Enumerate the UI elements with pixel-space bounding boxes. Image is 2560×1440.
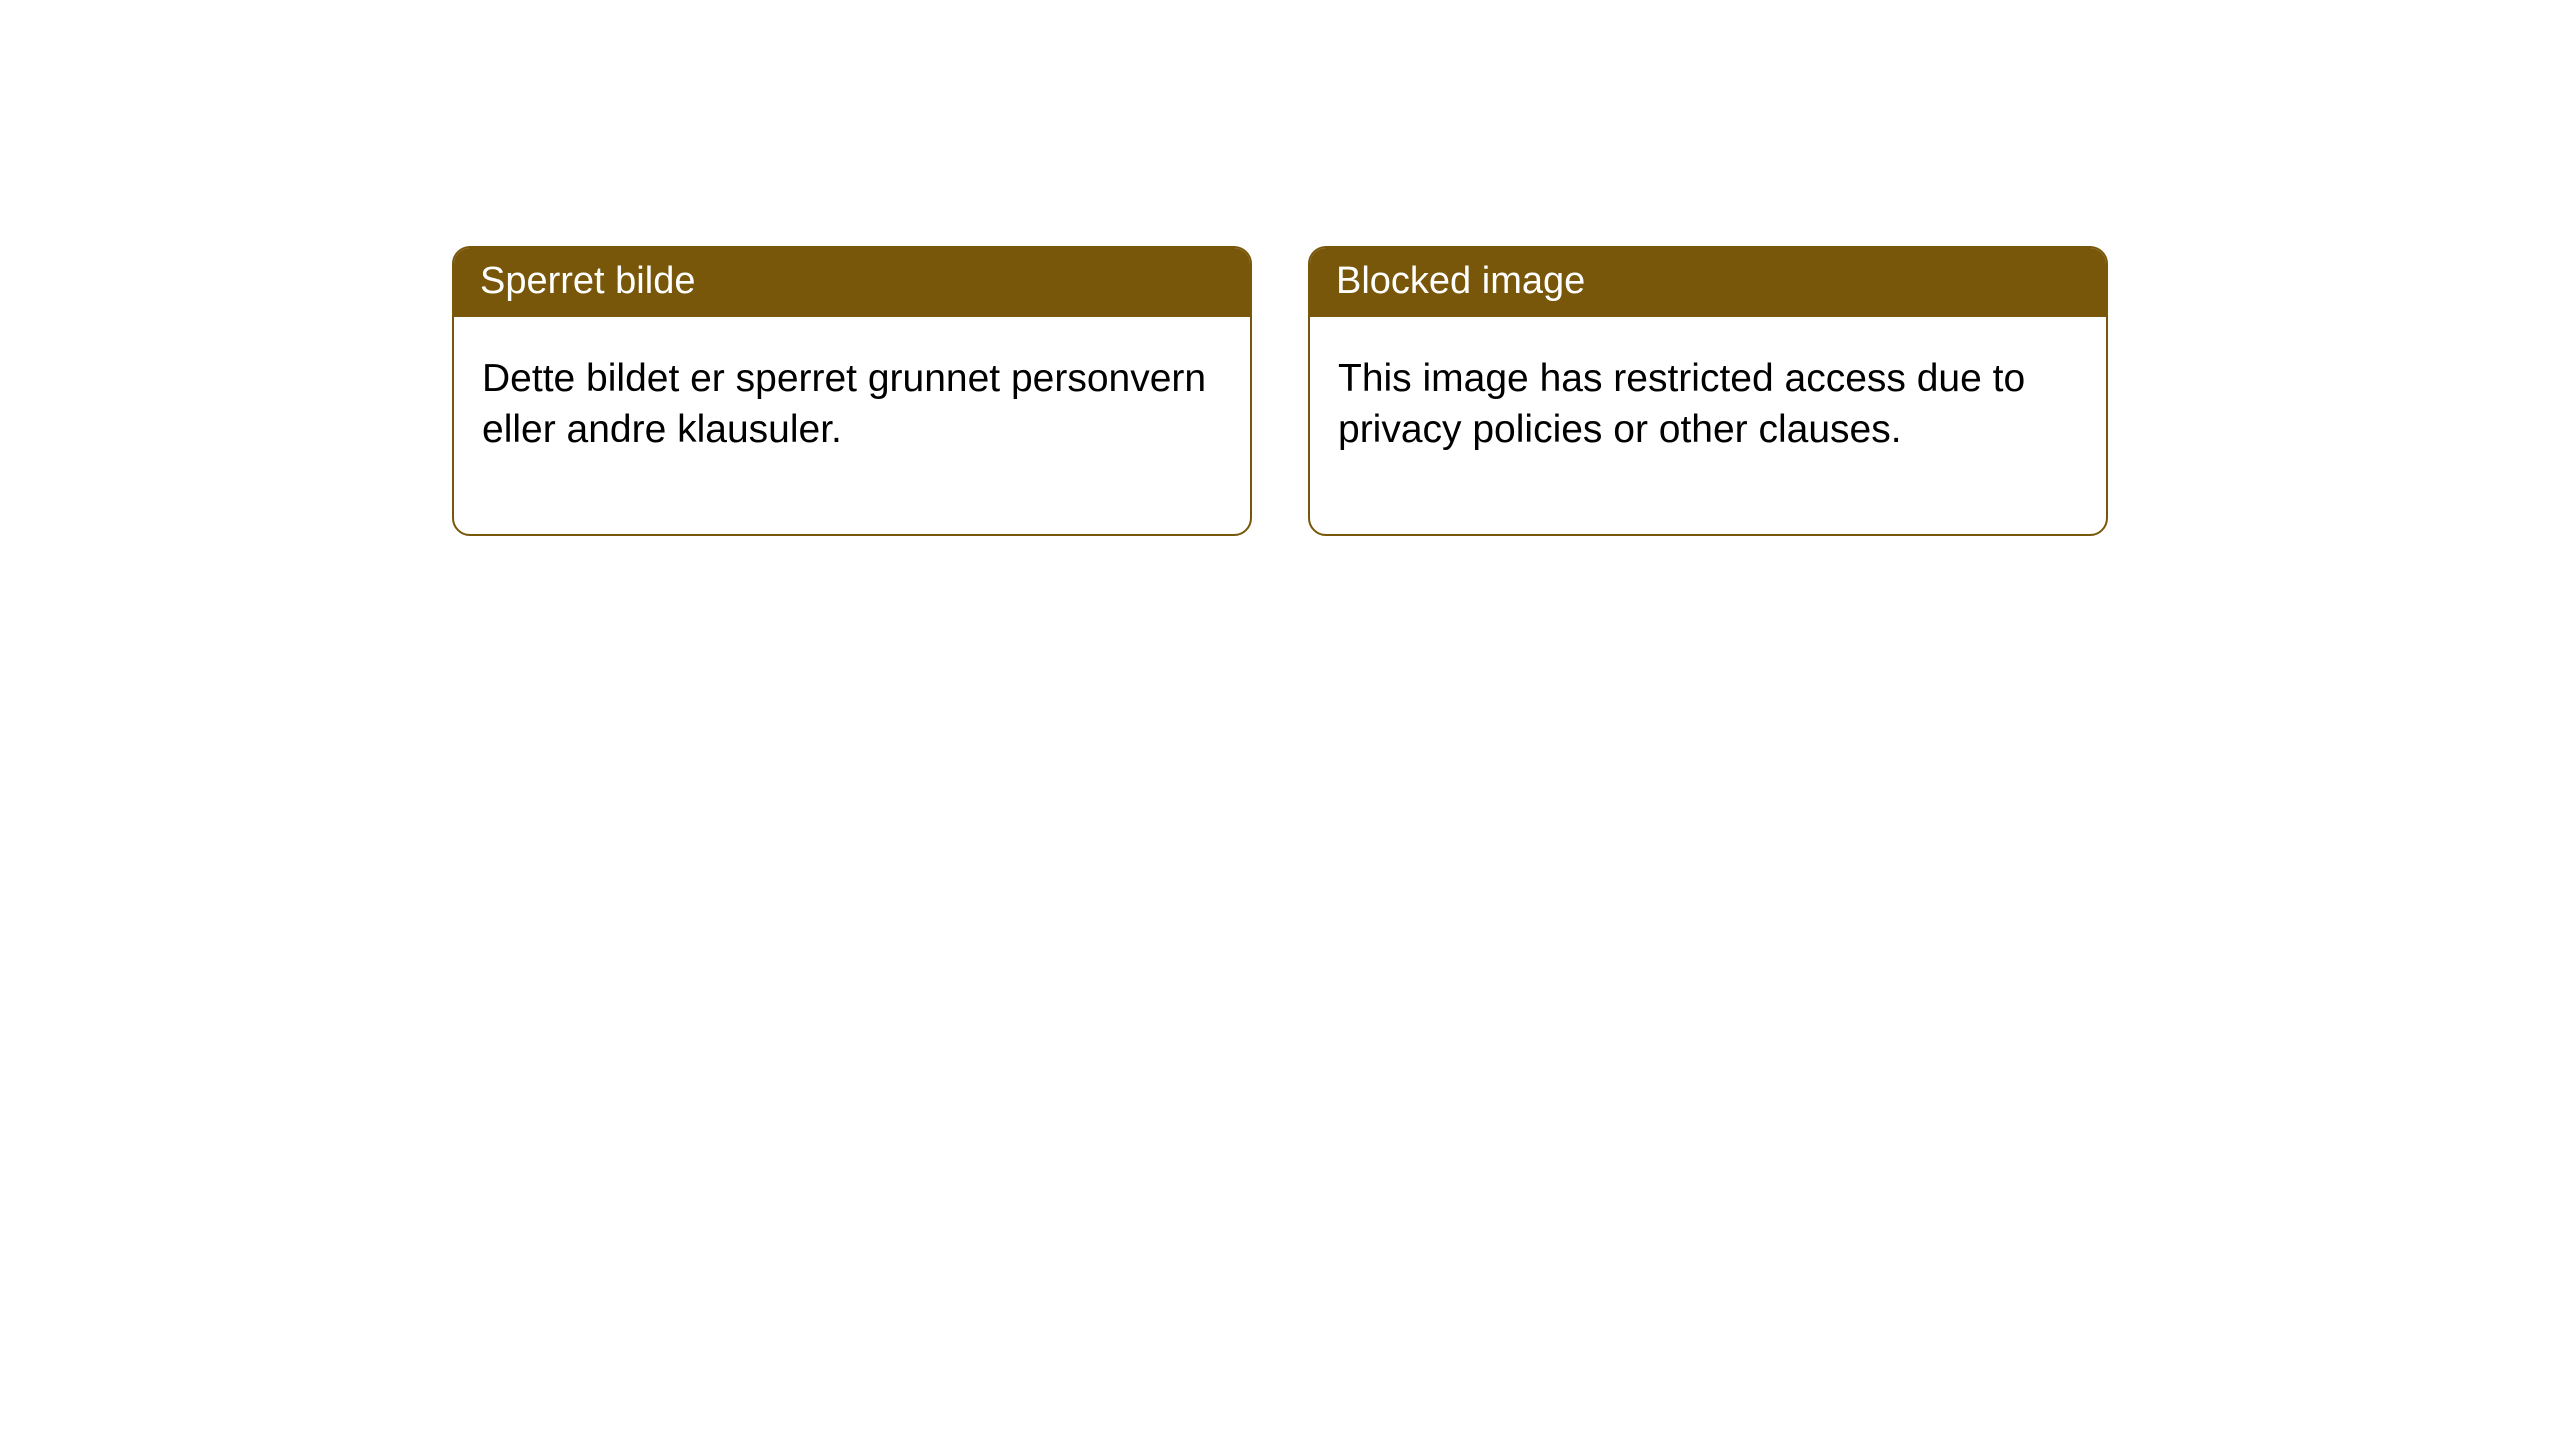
notice-title: Sperret bilde xyxy=(454,248,1250,317)
notice-card-english: Blocked image This image has restricted … xyxy=(1308,246,2108,536)
notice-card-norwegian: Sperret bilde Dette bildet er sperret gr… xyxy=(452,246,1252,536)
notices-container: Sperret bilde Dette bildet er sperret gr… xyxy=(0,0,2560,536)
notice-title: Blocked image xyxy=(1310,248,2106,317)
notice-body: Dette bildet er sperret grunnet personve… xyxy=(454,317,1250,534)
notice-body: This image has restricted access due to … xyxy=(1310,317,2106,534)
